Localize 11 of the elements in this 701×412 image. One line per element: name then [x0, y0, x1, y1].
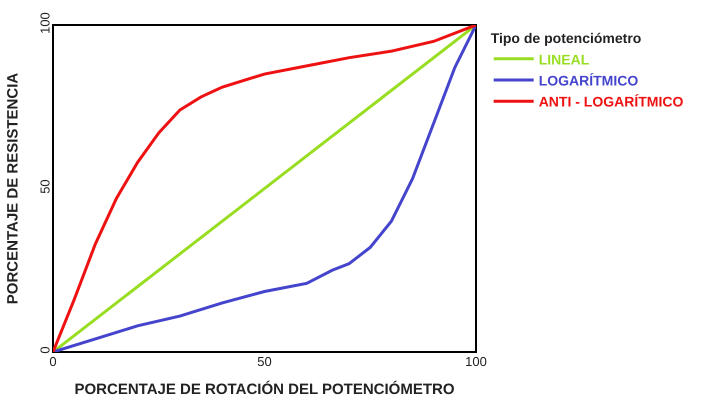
y-axis-title: PORCENTAJE DE RESISTENCIA — [4, 72, 22, 304]
legend-title: Tipo de potenciómetro — [490, 30, 642, 46]
x-tick-label: 50 — [257, 354, 272, 369]
y-tick-label: 0 — [37, 346, 52, 354]
y-tick-label: 50 — [37, 179, 52, 194]
legend-label: LOGARÍTMICO — [538, 72, 638, 88]
legend-label: ANTI - LOGARÍTMICO — [538, 94, 684, 110]
legend-label: LINEAL — [538, 51, 590, 68]
y-tick-label: 100 — [37, 12, 52, 34]
x-axis-title: PORCENTAJE DE ROTACIÓN DEL POTENCIÓMETRO — [74, 380, 455, 398]
x-tick-label: 100 — [465, 354, 487, 369]
